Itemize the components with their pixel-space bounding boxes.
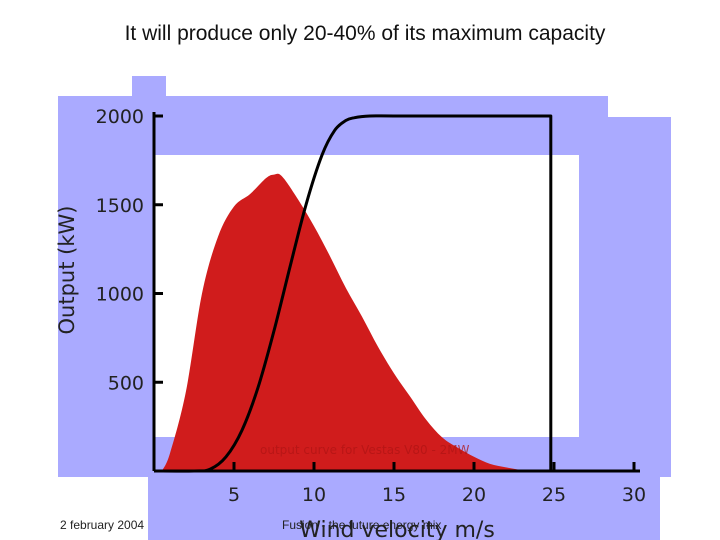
slide-title: It will produce only 20-40% of its maxim… [124, 22, 606, 45]
background-panel-top-left [132, 76, 166, 98]
y-tick-label: 2000 [96, 106, 144, 128]
background-panel-bottom [148, 477, 660, 540]
footer-text: Fusion - the future energy mix [282, 518, 442, 532]
x-axis-label: Wind velocity m/s [299, 518, 495, 540]
y-tick-label: 1000 [96, 284, 144, 306]
power-curve-line [153, 114, 553, 473]
footer-date: 2 february 2004 [60, 518, 145, 532]
x-tick-label: 30 [622, 484, 646, 506]
x-tick-label: 5 [228, 484, 240, 506]
y-tick-label: 500 [108, 372, 144, 394]
x-tick-label: 20 [462, 484, 486, 506]
background-panel-right [608, 117, 671, 477]
x-tick-label: 15 [382, 484, 406, 506]
y-tick-label: 1500 [96, 195, 144, 217]
x-tick-label: 10 [302, 484, 326, 506]
y-axis-label: Output (kW) [55, 206, 79, 335]
x-tick-label: 25 [542, 484, 566, 506]
chart-annotation: output curve for Vestas V80 - 2MW [260, 443, 470, 457]
